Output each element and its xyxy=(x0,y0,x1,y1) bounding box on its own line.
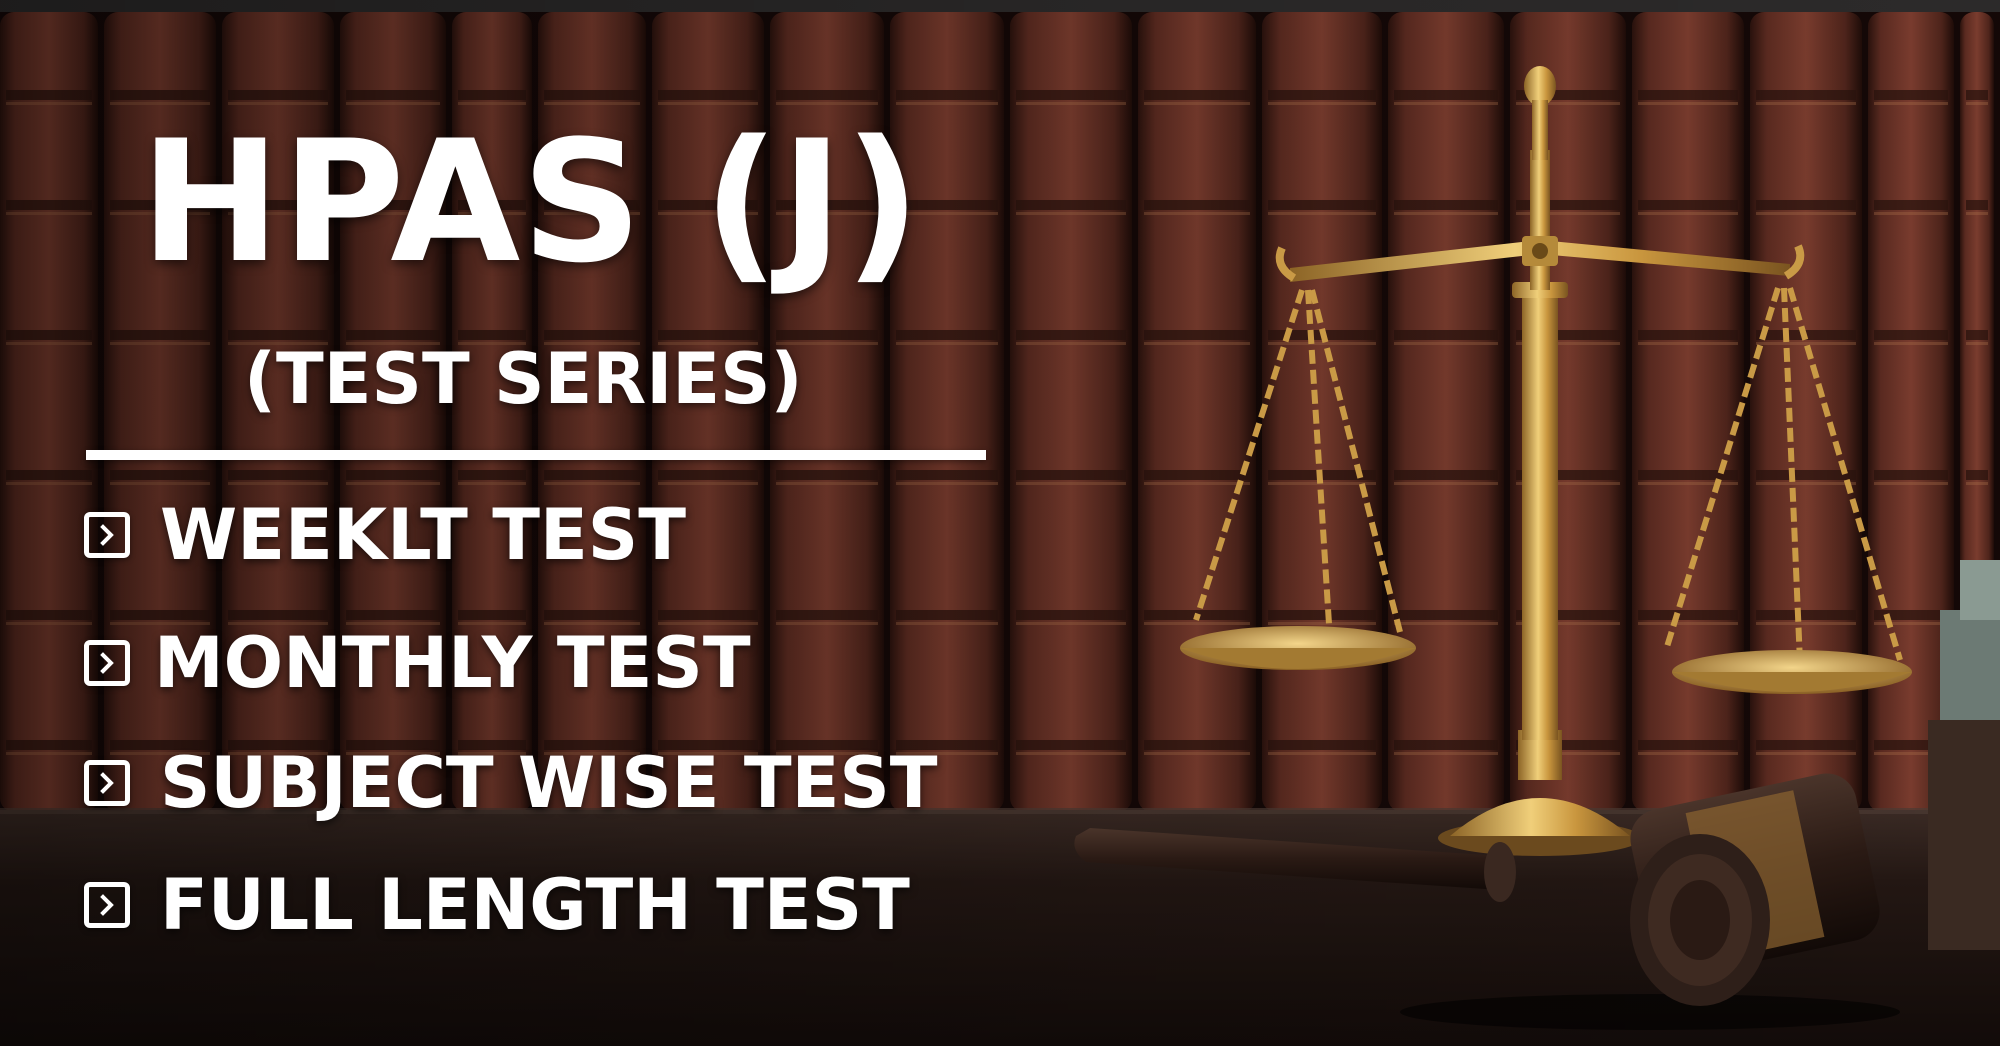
gavel-image xyxy=(1074,773,1900,1030)
text-overlay: HPAS (J) (TEST SERIES) WEEKLT TEST MONTH… xyxy=(84,104,986,940)
feature-item-subject-wise-test: SUBJECT WISE TEST xyxy=(84,748,938,818)
chevron-right-box-icon xyxy=(84,512,130,558)
chevron-right-box-icon xyxy=(84,640,130,686)
stacked-books-image xyxy=(1928,560,2000,950)
title-divider xyxy=(86,450,986,460)
feature-item-full-length-test: FULL LENGTH TEST xyxy=(84,870,910,940)
banner-subtitle: (TEST SERIES) xyxy=(244,338,803,420)
feature-item-weekly-test: WEEKLT TEST xyxy=(84,500,686,570)
feature-label: WEEKLT TEST xyxy=(160,494,686,576)
chevron-right-box-icon xyxy=(84,882,130,928)
feature-label: SUBJECT WISE TEST xyxy=(160,742,938,824)
feature-item-monthly-test: MONTHLY TEST xyxy=(84,628,751,698)
chevron-right-box-icon xyxy=(84,760,130,806)
scales-of-justice-image xyxy=(1180,66,1912,856)
feature-label: FULL LENGTH TEST xyxy=(160,864,910,946)
feature-label: MONTHLY TEST xyxy=(154,622,751,704)
banner-title: HPAS (J) xyxy=(140,104,922,300)
